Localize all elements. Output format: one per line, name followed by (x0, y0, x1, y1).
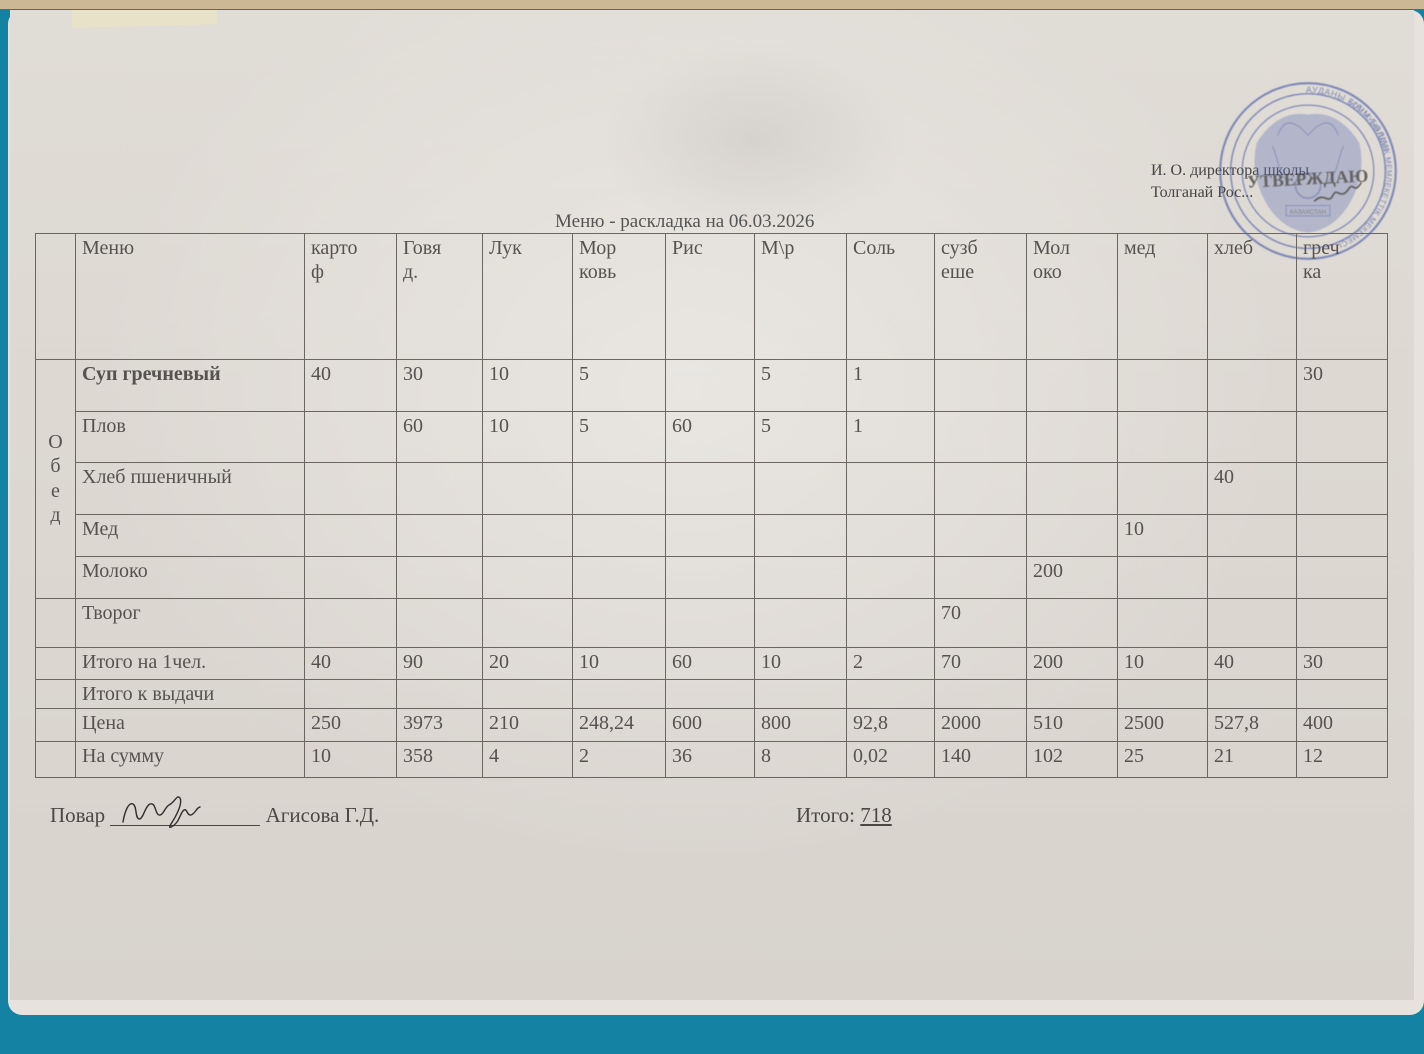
svg-text:КАЗАХСТАН: КАЗАХСТАН (1290, 209, 1326, 216)
